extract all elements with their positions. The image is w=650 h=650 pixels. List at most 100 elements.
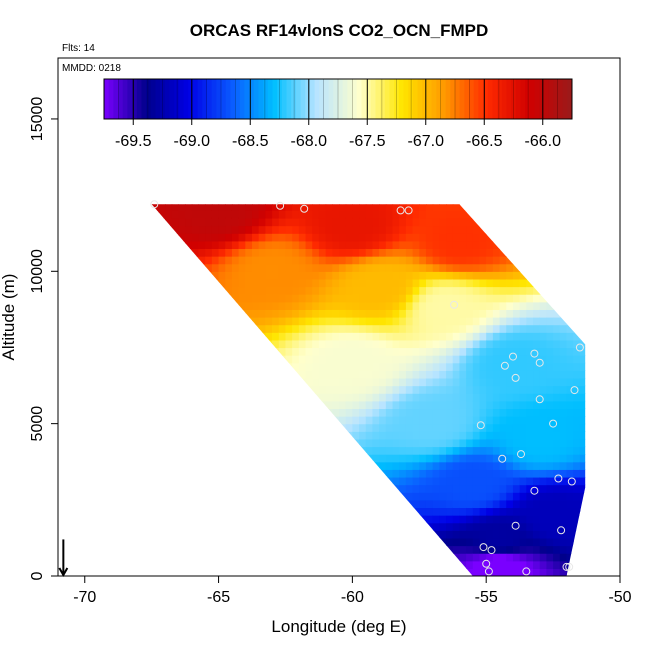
heatmap-cell	[573, 385, 581, 394]
heatmap-cell	[425, 431, 434, 440]
heatmap-cell	[459, 240, 467, 250]
heatmap-cell	[499, 469, 507, 478]
heatmap-cell	[272, 233, 280, 242]
heatmap-cell	[432, 484, 440, 493]
heatmap-cell	[553, 545, 561, 554]
heatmap-cell	[472, 408, 481, 417]
heatmap-cell	[533, 568, 541, 577]
heatmap-cell	[432, 515, 440, 524]
heatmap-cell	[573, 332, 581, 341]
heatmap-cell	[479, 400, 487, 410]
heatmap-cell	[486, 492, 494, 501]
heatmap-cell	[546, 301, 554, 310]
heatmap-cell	[479, 461, 487, 470]
heatmap-cell	[339, 271, 347, 280]
heatmap-cell	[312, 240, 320, 250]
heatmap-cell	[573, 416, 581, 425]
heatmap-cell	[499, 355, 507, 364]
heatmap-cell	[519, 400, 527, 410]
heatmap-cell	[472, 362, 481, 371]
heatmap-cell	[359, 339, 367, 349]
heatmap-cell	[392, 423, 400, 432]
heatmap-cell	[452, 210, 461, 219]
heatmap-cell	[432, 210, 440, 219]
heatmap-cell	[539, 492, 547, 501]
heatmap-cell	[539, 515, 547, 524]
heatmap-cell	[459, 438, 467, 448]
colorbar-frame	[103, 78, 573, 120]
heatmap-cell	[573, 400, 581, 410]
heatmap-cell	[526, 393, 534, 402]
heatmap-cell	[499, 423, 507, 432]
heatmap-cell	[533, 545, 541, 554]
heatmap-cell	[539, 476, 547, 486]
heatmap-cell	[492, 469, 501, 478]
heatmap-cell	[372, 256, 380, 265]
heatmap-cell	[325, 248, 333, 257]
heatmap-cell	[365, 204, 374, 211]
heatmap-cell	[412, 294, 420, 303]
heatmap-cell	[392, 408, 400, 417]
heatmap-cell	[298, 317, 307, 326]
heatmap-cell	[231, 263, 240, 272]
heatmap-cell	[419, 461, 427, 470]
heatmap-cell	[379, 431, 387, 440]
heatmap-cell	[339, 278, 347, 288]
heatmap-cell	[318, 317, 327, 326]
heatmap-cell	[573, 469, 581, 478]
heatmap-cell	[499, 553, 507, 562]
heatmap-cell	[432, 507, 440, 516]
heatmap-cell	[325, 286, 333, 295]
observation-point	[500, 361, 509, 370]
heatmap-cell	[245, 286, 253, 295]
heatmap-cell	[405, 476, 414, 486]
heatmap-cell	[472, 545, 481, 554]
heatmap-cell	[579, 400, 586, 410]
heatmap-cell	[278, 271, 287, 280]
heatmap-cell	[506, 446, 514, 455]
heatmap-cell	[225, 278, 233, 288]
heatmap-cell	[579, 492, 586, 501]
heatmap-cell	[392, 355, 400, 364]
heatmap-cell	[519, 499, 527, 509]
heatmap-cell	[345, 204, 353, 211]
heatmap-cell	[573, 461, 581, 470]
heatmap-cell	[412, 416, 420, 425]
heatmap-cell	[512, 339, 521, 349]
heatmap-cell	[472, 301, 481, 310]
heatmap-cell	[512, 476, 521, 486]
heatmap-cell	[512, 309, 521, 318]
heatmap-cell	[506, 537, 514, 547]
heatmap-cell	[533, 492, 541, 501]
heatmap-cell	[252, 294, 260, 303]
heatmap-cell	[512, 324, 521, 333]
heatmap-cell	[452, 492, 461, 501]
heatmap-cell	[546, 423, 554, 432]
heatmap-cell	[252, 271, 260, 280]
heatmap-cell	[419, 377, 427, 387]
heatmap-cell	[466, 317, 474, 326]
heatmap-cell	[533, 423, 541, 432]
heatmap-cell	[425, 400, 434, 410]
heatmap-cell	[345, 271, 353, 280]
heatmap-cell	[459, 416, 467, 425]
heatmap-cell	[305, 286, 313, 295]
colorbar-swatch	[309, 79, 316, 119]
heatmap-cell	[379, 294, 387, 303]
colorbar-swatch	[370, 79, 376, 119]
heatmap-cell	[305, 324, 313, 333]
heatmap-cell	[472, 317, 481, 326]
heatmap-cell	[399, 256, 407, 265]
heatmap-cell	[419, 423, 427, 432]
heatmap-cell	[312, 210, 320, 219]
heatmap-cell	[305, 317, 313, 326]
heatmap-cell	[519, 545, 527, 554]
observation-point	[487, 546, 496, 555]
heatmap-cell	[439, 355, 447, 364]
colorbar-swatch	[319, 79, 325, 119]
heatmap-cell	[231, 271, 240, 280]
heatmap-cell	[385, 431, 394, 440]
heatmap-cell	[539, 499, 547, 509]
heatmap-cell	[466, 438, 474, 448]
heatmap-cell	[492, 256, 501, 265]
